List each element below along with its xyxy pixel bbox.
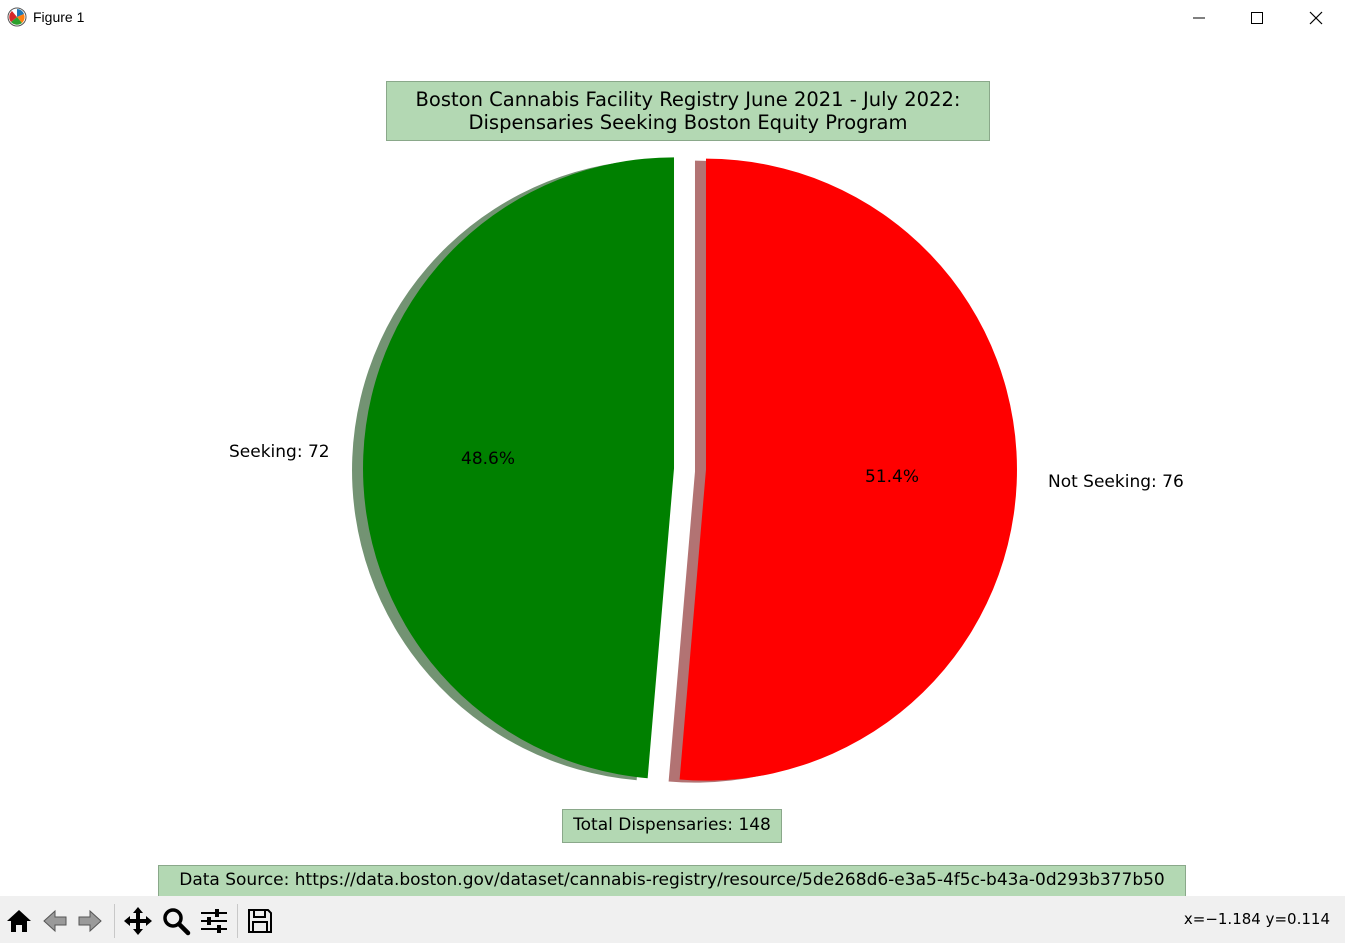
- slice-label-seeking: Seeking: 72: [229, 442, 330, 462]
- back-button[interactable]: [38, 904, 72, 938]
- pct-label-seeking: 48.6%: [461, 449, 516, 469]
- home-button[interactable]: [2, 904, 36, 938]
- zoom-button[interactable]: [159, 904, 193, 938]
- matplotlib-icon: [7, 7, 27, 27]
- forward-button[interactable]: [73, 904, 107, 938]
- magnifier-icon: [163, 908, 191, 936]
- pan-button[interactable]: [121, 904, 155, 938]
- toolbar-separator: [237, 904, 238, 938]
- floppy-disk-icon: [248, 909, 272, 933]
- figure-canvas[interactable]: Boston Cannabis Facility Registry June 2…: [0, 36, 1345, 897]
- pie-chart: [352, 157, 1017, 783]
- configure-subplots-button[interactable]: [197, 904, 231, 938]
- data-source-box: Data Source: https://data.boston.gov/dat…: [158, 865, 1186, 897]
- move-icon: [124, 907, 152, 935]
- window-title: Figure 1: [33, 9, 85, 25]
- chart-title-line-1: Boston Cannabis Facility Registry June 2…: [415, 88, 961, 111]
- pie-slice: [363, 157, 675, 779]
- close-button[interactable]: [1287, 0, 1345, 36]
- minimize-icon: [1193, 17, 1205, 19]
- pct-label-not-seeking: 51.4%: [865, 467, 920, 487]
- chart-title: Boston Cannabis Facility Registry June 2…: [386, 81, 990, 141]
- cursor-coordinates: x=−1.184 y=0.114: [1183, 910, 1330, 928]
- close-icon: [1309, 11, 1323, 25]
- toolbar-separator: [114, 904, 115, 938]
- sliders-icon: [201, 909, 227, 933]
- pie-slice: [679, 158, 1017, 781]
- window-titlebar: Figure 1: [0, 0, 1345, 36]
- chart-title-line-2: Dispensaries Seeking Boston Equity Progr…: [468, 111, 908, 134]
- maximize-icon: [1251, 12, 1263, 24]
- maximize-button[interactable]: [1228, 0, 1286, 36]
- home-icon: [7, 910, 31, 932]
- arrow-left-icon: [43, 909, 67, 933]
- slice-label-not-seeking: Not Seeking: 76: [1048, 472, 1184, 492]
- arrow-right-icon: [78, 909, 102, 933]
- minimize-button[interactable]: [1170, 0, 1228, 36]
- total-dispensaries-box: Total Dispensaries: 148: [562, 809, 782, 843]
- save-button[interactable]: [243, 904, 277, 938]
- navigation-toolbar: x=−1.184 y=0.114: [0, 896, 1345, 943]
